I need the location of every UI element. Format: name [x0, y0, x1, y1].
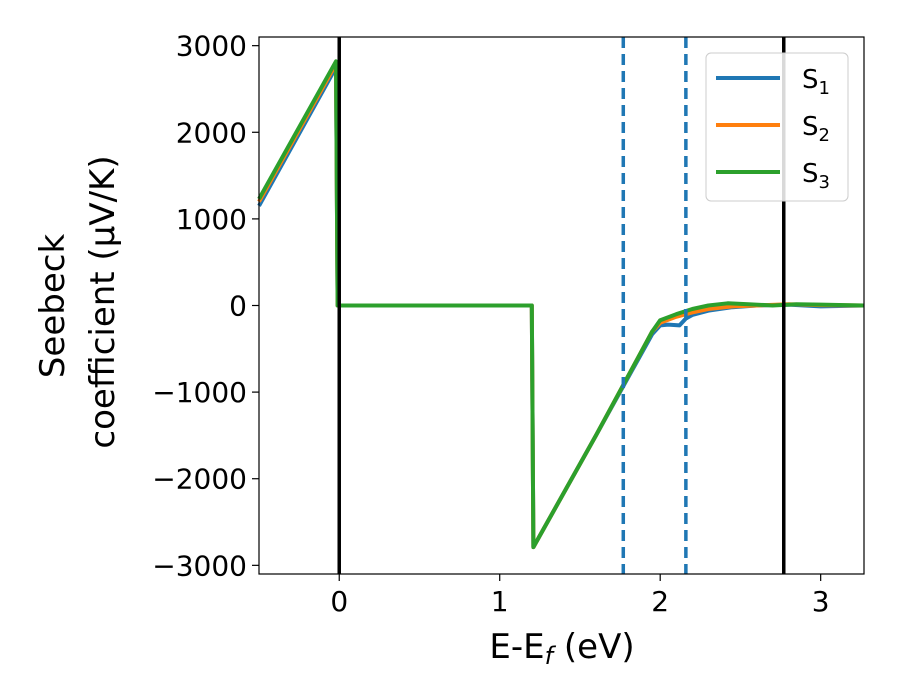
plot-lines	[257, 59, 865, 550]
legend-label-main: S	[802, 65, 819, 95]
x-tick-label: 0	[330, 585, 348, 618]
x-tick-label: 3	[812, 585, 830, 618]
x-axis-title: E-Ef (eV)	[489, 627, 634, 670]
y-axis-title-line2: coefficient (μV/K)	[83, 155, 123, 448]
legend-label-sub: 2	[819, 125, 830, 146]
y-tick-label: 3000	[176, 30, 247, 63]
legend-label-1: S1	[802, 65, 830, 99]
legend-label-sub: 1	[819, 78, 830, 99]
legend-label-sub: 3	[819, 172, 830, 193]
x-axis-title-main: E-E	[489, 627, 544, 667]
x-axis-ticks: 0 1 2 3	[330, 574, 830, 618]
y-axis-title-line1: Seebeck	[33, 234, 73, 379]
legend-label-3: S3	[802, 159, 830, 193]
legend-label-main: S	[802, 112, 819, 142]
x-axis-title-unit: (eV)	[553, 627, 635, 667]
x-tick-label: 1	[491, 585, 509, 618]
legend-label-main: S	[802, 159, 819, 189]
y-axis-ticks: −3000 −2000 −1000 0 1000 2000 3000	[152, 30, 259, 582]
y-tick-label: −3000	[152, 549, 247, 582]
y-tick-label: 1000	[176, 203, 247, 236]
x-tick-label: 2	[651, 585, 669, 618]
series-line-3	[257, 59, 865, 550]
y-tick-label: −1000	[152, 376, 247, 409]
y-tick-label: −2000	[152, 463, 247, 496]
legend-label-2: S2	[802, 112, 830, 146]
y-tick-label: 0	[229, 290, 247, 323]
y-tick-label: 2000	[176, 116, 247, 149]
